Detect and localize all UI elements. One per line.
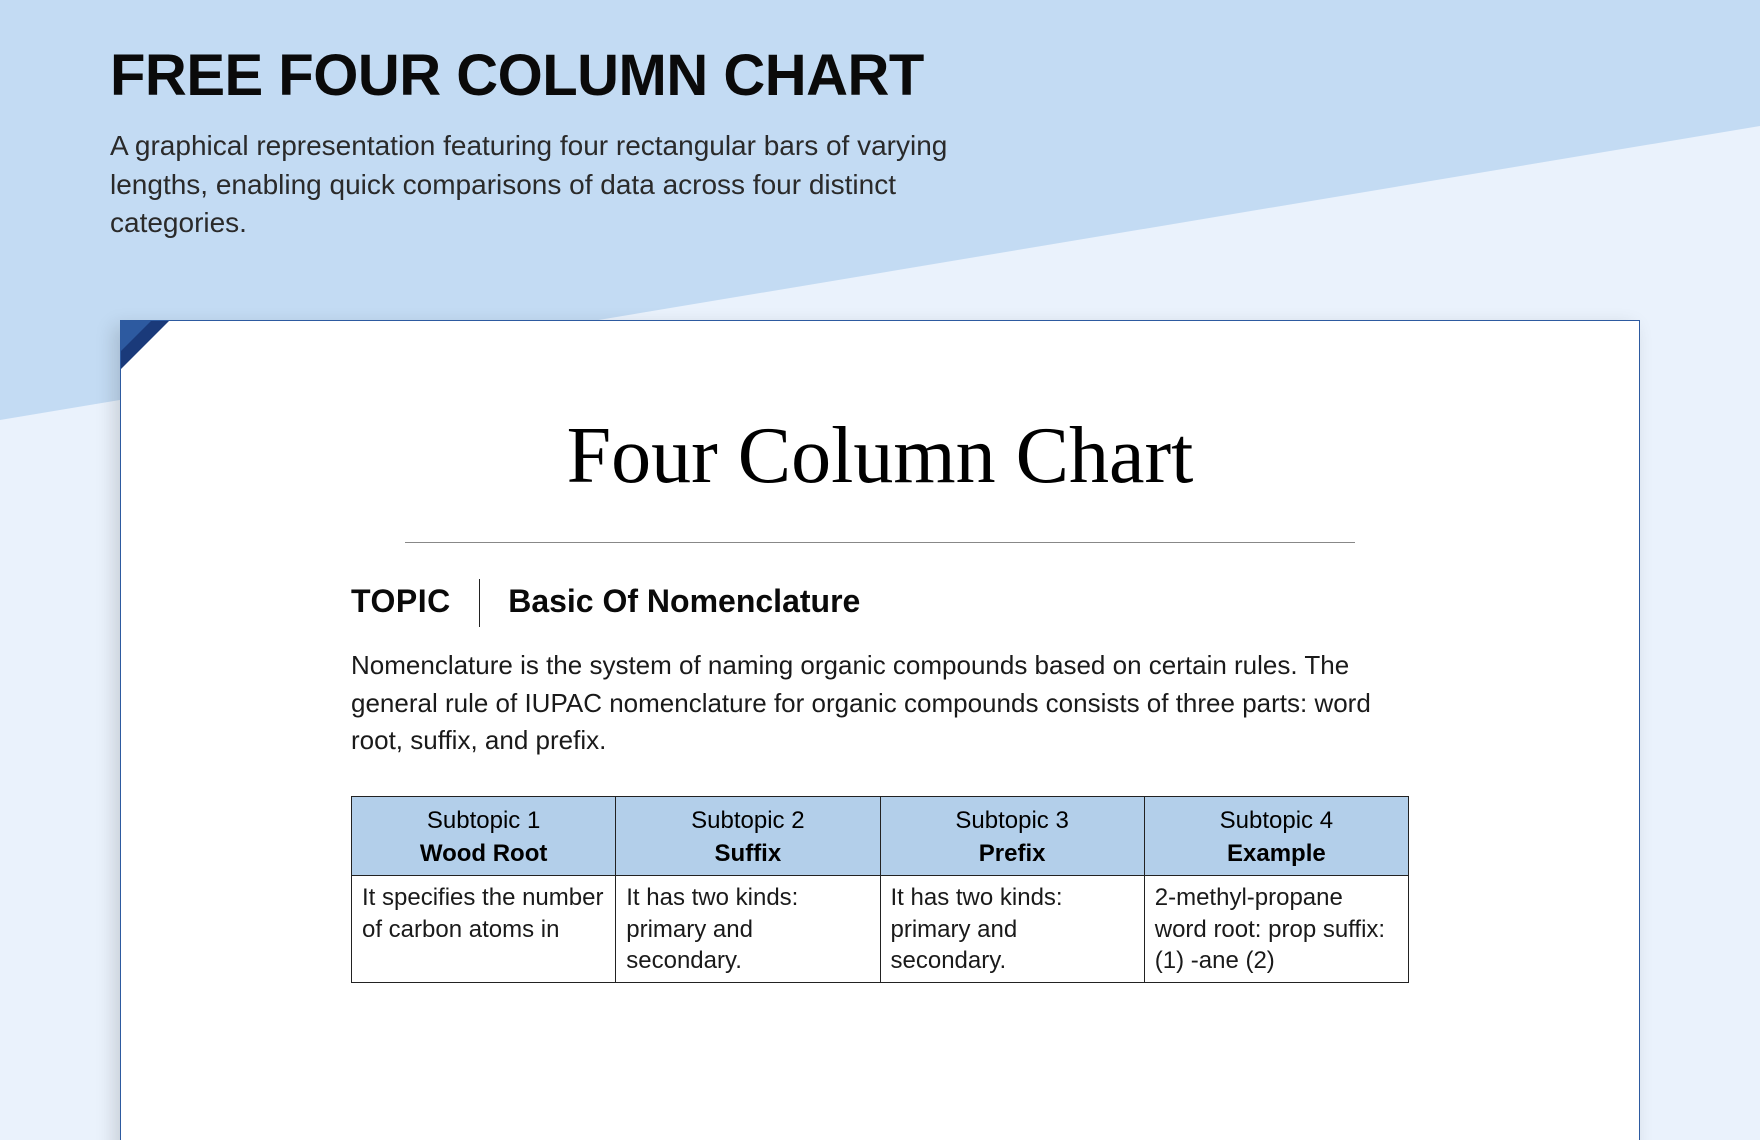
subtopic-name: Example: [1151, 838, 1402, 869]
topic-value: Basic Of Nomenclature: [508, 579, 860, 627]
corner-fold-icon: [121, 321, 169, 369]
page-subtitle: A graphical representation featuring fou…: [110, 127, 1010, 243]
subtopic-name: Prefix: [887, 838, 1138, 869]
subtopic-label: Subtopic 4: [1151, 805, 1402, 836]
topic-description: Nomenclature is the system of naming org…: [271, 647, 1489, 760]
four-column-table: Subtopic 1 Wood Root Subtopic 2 Suffix S…: [351, 796, 1409, 983]
subtopic-label: Subtopic 2: [622, 805, 873, 836]
table-cell: It has two kinds: primary and secondary.: [616, 876, 880, 983]
document-title: Four Column Chart: [271, 411, 1489, 502]
table-cell: It has two kinds: primary and secondary.: [880, 876, 1144, 983]
topic-label: TOPIC: [351, 579, 451, 627]
title-divider: [405, 542, 1355, 543]
table-header-row: Subtopic 1 Wood Root Subtopic 2 Suffix S…: [352, 797, 1409, 876]
document-preview: Four Column Chart TOPIC Basic Of Nomencl…: [120, 320, 1640, 1140]
page-title: FREE FOUR COLUMN CHART: [110, 42, 1010, 109]
subtopic-name: Wood Root: [358, 838, 609, 869]
topic-row: TOPIC Basic Of Nomenclature: [271, 579, 1489, 627]
subtopic-label: Subtopic 3: [887, 805, 1138, 836]
subtopic-name: Suffix: [622, 838, 873, 869]
table-header-cell: Subtopic 3 Prefix: [880, 797, 1144, 876]
subtopic-label: Subtopic 1: [358, 805, 609, 836]
page-header: FREE FOUR COLUMN CHART A graphical repre…: [110, 42, 1010, 243]
table-header-cell: Subtopic 1 Wood Root: [352, 797, 616, 876]
table-row: It specifies the number of carbon atoms …: [352, 876, 1409, 983]
table-cell: 2-methyl-propane word root: prop suffix:…: [1144, 876, 1408, 983]
table-header-cell: Subtopic 2 Suffix: [616, 797, 880, 876]
document-body: Four Column Chart TOPIC Basic Of Nomencl…: [121, 321, 1639, 983]
topic-separator: [479, 579, 481, 627]
table-header-cell: Subtopic 4 Example: [1144, 797, 1408, 876]
table-cell: It specifies the number of carbon atoms …: [352, 876, 616, 983]
